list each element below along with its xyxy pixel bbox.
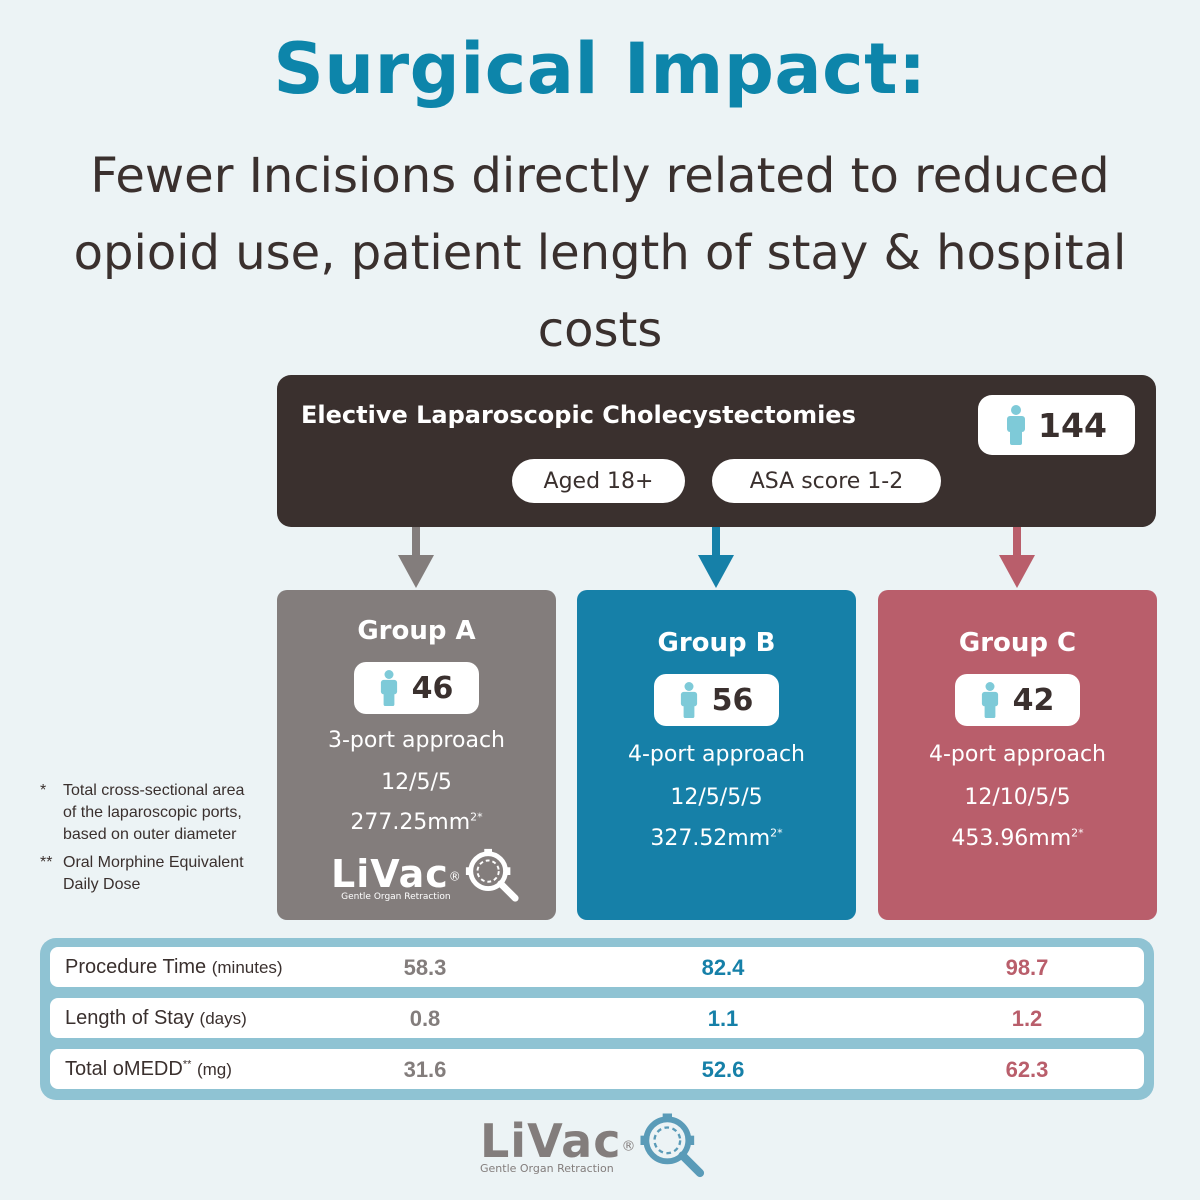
group-c-patients: 42 [1012, 682, 1055, 718]
value-group-a: 0.8 [409, 1006, 441, 1031]
group-b-card: Group B 56 4-port approach 12/5/5/5 327.… [577, 590, 856, 920]
person-icon [981, 682, 998, 718]
group-c-area: 453.96mm2* [951, 826, 1084, 851]
value-group-b: 1.1 [707, 1006, 739, 1031]
logo-tagline: Gentle Organ Retraction [341, 892, 451, 902]
results-table: Procedure Time (minutes) 58.3 82.4 98.7 … [40, 938, 1154, 1100]
logo-name: LiVac [480, 1114, 622, 1168]
value-group-a: 31.6 [403, 1057, 447, 1082]
group-c-name: Group C [958, 628, 1077, 658]
group-a-card: Group A 46 3-port approach 12/5/5 277.25… [277, 590, 556, 920]
group-a-ports: 12/5/5 [381, 770, 452, 795]
footnote-item: ** Oral Morphine Equivalent Daily Dose [40, 854, 244, 893]
group-b-patients-badge: 56 [654, 674, 779, 726]
value-group-c: 1.2 [1011, 1006, 1043, 1031]
group-c-card: Group C 42 4-port approach 12/10/5/5 453… [878, 590, 1157, 920]
criteria-age: Aged 18+ [512, 459, 685, 503]
group-c-ports: 12/10/5/5 [964, 785, 1071, 810]
brand-logo: LiVac® Gentle Organ Retraction [480, 1113, 707, 1180]
group-b-approach: 4-port approach [628, 742, 805, 767]
total-patients-count: 144 [1038, 405, 1107, 445]
study-box: Elective Laparoscopic Cholecystectomies … [277, 375, 1156, 527]
livac-magnifier-icon [640, 1113, 705, 1178]
logo-tagline: Gentle Organ Retraction [480, 1162, 614, 1175]
group-a-patients: 46 [411, 670, 454, 706]
row-label: Length of Stay (days) [65, 1007, 247, 1029]
footnote-item: * Total cross-sectional area of the lapa… [40, 782, 245, 843]
table-row: Procedure Time (minutes) 58.3 82.4 98.7 [50, 947, 1144, 987]
value-group-c: 98.7 [1005, 955, 1049, 980]
group-b-area: 327.52mm2* [650, 826, 783, 851]
value-group-b: 82.4 [701, 955, 745, 980]
group-b-patients: 56 [711, 682, 754, 718]
value-group-a: 58.3 [403, 955, 447, 980]
table-row: Total oMEDD** (mg) 31.6 52.6 62.3 [50, 1049, 1144, 1089]
arrow-down-icon [698, 527, 734, 588]
group-a-area: 277.25mm2* [350, 810, 483, 835]
value-group-b: 52.6 [701, 1057, 745, 1082]
group-a-logo: LiVac® Gentle Organ Retraction [331, 848, 521, 904]
criteria-asa: ASA score 1-2 [712, 459, 941, 503]
table-row: Length of Stay (days) 0.8 1.1 1.2 [50, 998, 1144, 1038]
group-b-ports: 12/5/5/5 [670, 785, 763, 810]
group-a-name: Group A [357, 616, 476, 646]
livac-magnifier-icon [465, 848, 519, 902]
value-group-c: 62.3 [1005, 1057, 1049, 1082]
row-label: Procedure Time (minutes) [65, 956, 283, 978]
group-a-patients-badge: 46 [354, 662, 479, 714]
total-patients-badge: 144 [978, 395, 1135, 455]
arrow-down-icon [398, 527, 434, 588]
logo-name: LiVac [331, 852, 449, 896]
study-title: Elective Laparoscopic Cholecystectomies [301, 401, 856, 429]
row-label: Total oMEDD** (mg) [65, 1058, 232, 1080]
person-icon [680, 682, 697, 718]
arrow-down-icon [999, 527, 1035, 588]
person-icon [1007, 405, 1026, 445]
person-icon [380, 670, 397, 706]
group-c-patients-badge: 42 [955, 674, 1080, 726]
footnotes: * Total cross-sectional area of the lapa… [40, 780, 260, 902]
page-title: Surgical Impact: [273, 28, 927, 110]
group-c-approach: 4-port approach [929, 742, 1106, 767]
group-a-approach: 3-port approach [328, 728, 505, 753]
group-b-name: Group B [657, 628, 776, 658]
page-subtitle: Fewer Incisions directly related to redu… [73, 148, 1127, 358]
